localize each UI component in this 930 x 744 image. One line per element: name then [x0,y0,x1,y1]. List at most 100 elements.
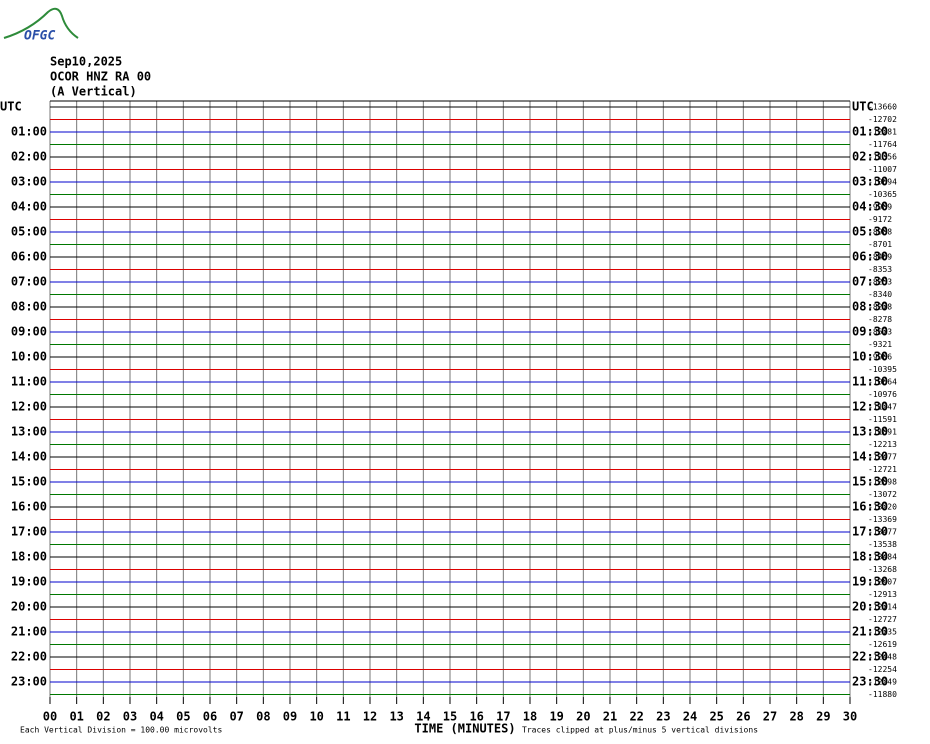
right-time-label: 18:30 [852,550,888,564]
trace-offset: -13369 [868,515,897,524]
x-tick-label: 11 [336,710,350,724]
trace-offset: -13538 [868,540,897,549]
trace-offset: -11007 [868,165,897,174]
right-time-label: 19:30 [852,575,888,589]
left-time-label: 21:00 [11,625,47,639]
trace-offset: -11591 [868,415,897,424]
right-time-label: 05:30 [852,225,888,239]
left-time-label: 22:00 [11,650,47,664]
x-tick-label: 25 [709,710,723,724]
trace-offset: -12213 [868,440,897,449]
trace-offset: -13477 [868,528,897,537]
trace-offset: -9321 [868,340,892,349]
trace-offset: -10365 [868,190,897,199]
left-time-label: 12:00 [11,400,47,414]
trace-offset: -8573 [868,328,892,337]
x-tick-label: 14 [416,710,430,724]
x-tick-label: 13 [389,710,403,724]
x-tick-label: 16 [469,710,483,724]
trace-offset: -11247 [868,403,897,412]
left-time-label: 11:00 [11,375,47,389]
x-tick-label: 20 [576,710,590,724]
trace-offset: -8278 [868,303,892,312]
x-tick-label: 03 [123,710,137,724]
left-time-label: 16:00 [11,500,47,514]
trace-offset: -12721 [868,465,897,474]
right-time-label: 07:30 [852,275,888,289]
trace-offset: -10976 [868,390,897,399]
trace-offset: -10395 [868,365,897,374]
station: OCOR HNZ RA 00 [50,70,151,84]
trace-offset: -11891 [868,428,897,437]
right-time-label: 06:30 [852,250,888,264]
left-time-label: 20:00 [11,600,47,614]
trace-offset: -12898 [868,478,897,487]
trace-offset: -12281 [868,128,897,137]
right-time-label: UTC [852,100,874,114]
right-time-label: 11:30 [852,375,888,389]
x-tick-label: 01 [69,710,83,724]
x-tick-label: 08 [256,710,270,724]
x-tick-label: 18 [523,710,537,724]
right-time-label: 01:30 [852,125,888,139]
trace-offset: -12714 [868,603,897,612]
left-time-label: 06:00 [11,250,47,264]
component: (A Vertical) [50,85,137,99]
trace-offset: -12727 [868,615,897,624]
x-tick-label: 09 [283,710,297,724]
trace-offset: -8701 [868,240,892,249]
trace-offset: -9172 [868,215,892,224]
trace-offset: -8253 [868,278,892,287]
left-time-label: 23:00 [11,675,47,689]
x-tick-label: 24 [683,710,697,724]
trace-offset: -12735 [868,628,897,637]
x-tick-label: 05 [176,710,190,724]
left-time-label: 02:00 [11,150,47,164]
trace-offset: -8988 [868,228,892,237]
right-time-label: 22:30 [852,650,888,664]
x-tick-label: 30 [843,710,857,724]
x-tick-label: 22 [629,710,643,724]
right-time-label: 02:30 [852,150,888,164]
trace-offset: -8353 [868,265,892,274]
trace-offset: -8469 [868,253,892,262]
left-time-label: UTC [0,100,22,114]
trace-offset: -9989 [868,203,892,212]
right-time-label: 20:30 [852,600,888,614]
x-tick-label: 06 [203,710,217,724]
trace-offset: -13484 [868,553,897,562]
x-tick-label: 29 [816,710,830,724]
trace-offset: -12619 [868,640,897,649]
trace-offset: -13220 [868,503,897,512]
x-tick-label: 28 [789,710,803,724]
trace-offset: -13268 [868,565,897,574]
x-axis-label: TIME (MINUTES) [414,722,515,736]
right-time-label: 10:30 [852,350,888,364]
trace-offset: -8278 [868,315,892,324]
left-time-label: 08:00 [11,300,47,314]
right-time-label: 04:30 [852,200,888,214]
division-note: Each Vertical Division = 100.00 microvol… [20,726,222,735]
logo: OFGC [3,7,79,44]
logo-text: OFGC [24,29,55,44]
trace-offset: -10664 [868,378,897,387]
x-tick-label: 26 [736,710,750,724]
left-time-label: 15:00 [11,475,47,489]
left-time-label: 10:00 [11,350,47,364]
left-time-label: 01:00 [11,125,47,139]
left-time-label: 17:00 [11,525,47,539]
x-tick-label: 04 [149,710,163,724]
trace-offset: -11356 [868,153,897,162]
x-tick-label: 15 [443,710,457,724]
left-time-label: 13:00 [11,425,47,439]
trace-offset: -13072 [868,490,897,499]
right-time-label: 13:30 [852,425,888,439]
left-time-label: 03:00 [11,175,47,189]
right-time-label: 15:30 [852,475,888,489]
trace-offset: -12249 [868,678,897,687]
right-time-label: 23:30 [852,675,888,689]
x-tick-label: 02 [96,710,110,724]
x-tick-label: 27 [763,710,777,724]
right-time-label: 14:30 [852,450,888,464]
